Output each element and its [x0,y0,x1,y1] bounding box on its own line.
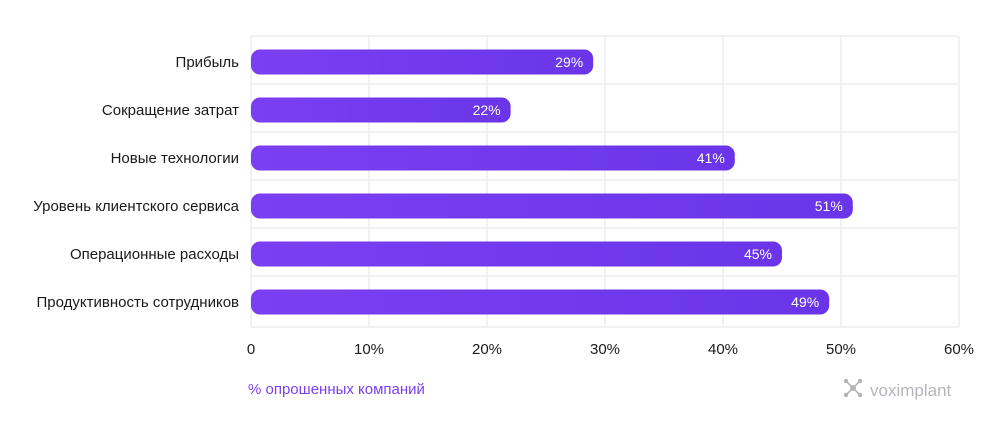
data-label: 22% [473,102,501,118]
x-tick-label: 20% [472,341,502,358]
voximplant-logo-icon [842,377,864,404]
category-label: Продуктивность сотрудников [37,294,240,311]
bar [251,145,735,171]
bar [251,97,511,123]
data-label: 41% [697,150,725,166]
x-tick-label: 60% [944,341,974,358]
category-label: Новые технологии [111,150,239,167]
category-label: Операционные расходы [70,246,239,263]
data-label: 49% [791,294,819,310]
data-label: 51% [815,198,843,214]
bar [251,49,594,75]
data-label: 29% [555,54,583,70]
x-tick-label: 50% [826,341,856,358]
bar [251,241,782,267]
bar [251,193,853,219]
category-label: Прибыль [176,54,240,71]
x-tick-label: 0 [247,341,255,358]
x-tick-label: 40% [708,341,738,358]
data-label: 45% [744,246,772,262]
x-axis-label: % опрошенных компаний [248,381,425,398]
logo-text: voximplant [870,380,952,400]
category-label: Сокращение затрат [102,102,239,119]
x-tick-label: 10% [354,341,384,358]
voximplant-logo: voximplant [842,377,951,404]
category-label: Уровень клиентского сервиса [33,198,239,215]
bar [251,289,830,315]
x-tick-label: 30% [590,341,620,358]
